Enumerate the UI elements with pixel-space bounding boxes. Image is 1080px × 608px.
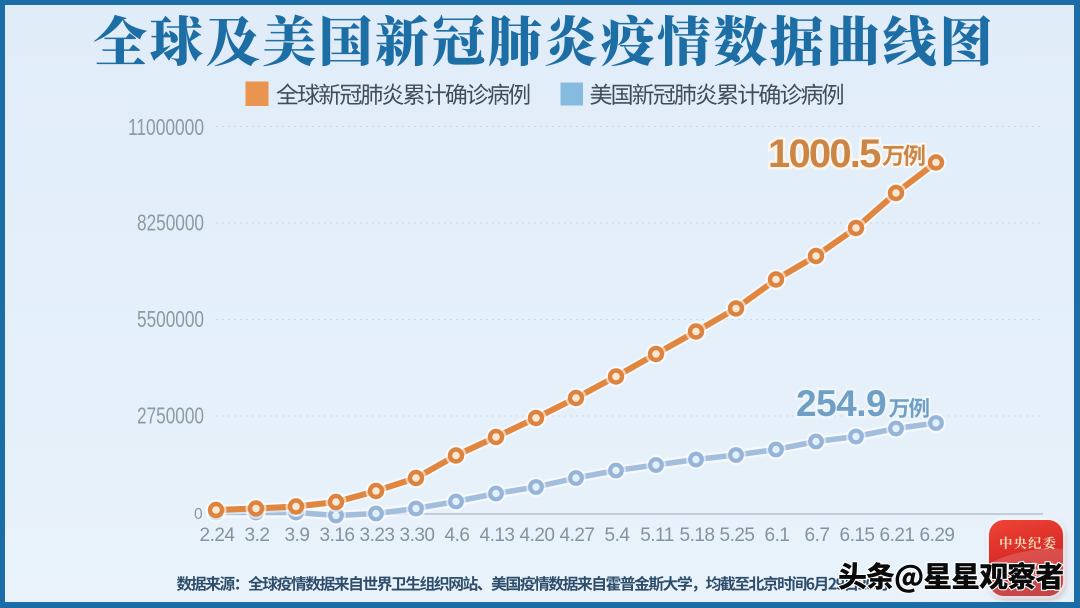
svg-text:2750000: 2750000 bbox=[137, 403, 204, 429]
svg-text:4.13: 4.13 bbox=[480, 525, 515, 546]
svg-text:5.11: 5.11 bbox=[640, 525, 674, 546]
svg-text:6.7: 6.7 bbox=[805, 525, 830, 546]
svg-text:5.4: 5.4 bbox=[605, 525, 631, 546]
svg-text:3.30: 3.30 bbox=[400, 525, 435, 546]
svg-text:1000.5: 1000.5 bbox=[768, 132, 881, 176]
svg-text:0: 0 bbox=[194, 506, 203, 523]
svg-text:3.16: 3.16 bbox=[320, 525, 355, 546]
svg-text:4.27: 4.27 bbox=[560, 525, 595, 546]
svg-text:6.29: 6.29 bbox=[920, 525, 955, 546]
svg-text:6.1: 6.1 bbox=[765, 525, 790, 546]
svg-text:8250000: 8250000 bbox=[137, 210, 204, 236]
svg-text:4.6: 4.6 bbox=[445, 525, 470, 546]
svg-text:3.23: 3.23 bbox=[360, 525, 395, 546]
svg-text:5.25: 5.25 bbox=[720, 525, 755, 546]
svg-text:6.15: 6.15 bbox=[840, 525, 875, 546]
svg-text:4.20: 4.20 bbox=[520, 525, 555, 546]
svg-text:6.21: 6.21 bbox=[880, 525, 915, 546]
svg-text:2.24: 2.24 bbox=[200, 525, 236, 546]
svg-text:3.2: 3.2 bbox=[245, 525, 270, 546]
svg-text:3.9: 3.9 bbox=[285, 525, 310, 546]
svg-text:254.9: 254.9 bbox=[796, 383, 886, 424]
svg-text:5.18: 5.18 bbox=[680, 525, 715, 546]
svg-text:11000000: 11000000 bbox=[128, 114, 204, 140]
svg-text:5500000: 5500000 bbox=[137, 306, 204, 332]
